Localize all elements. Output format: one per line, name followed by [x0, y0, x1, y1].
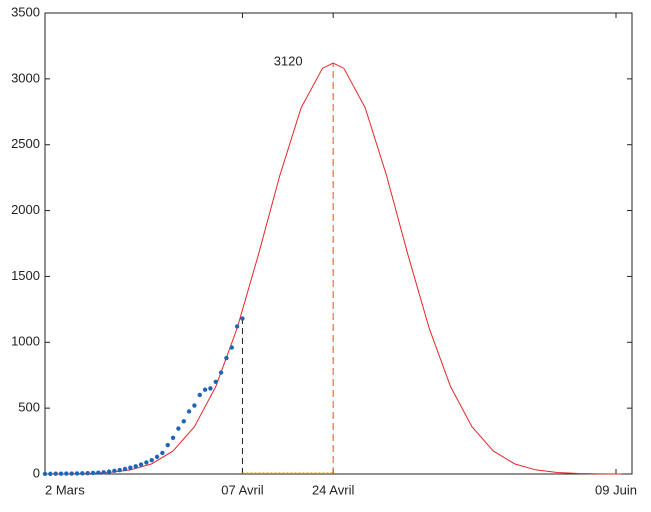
y-tick-label: 500 [18, 400, 40, 415]
data-point [90, 470, 96, 476]
data-point [144, 460, 149, 465]
data-point [224, 355, 229, 361]
data-point [58, 471, 64, 476]
x-tick-label: 2 Mars [45, 482, 85, 497]
data-point [122, 466, 128, 472]
data-point [192, 403, 197, 408]
data-point [69, 471, 74, 476]
data-point [101, 470, 106, 475]
y-tick-label: 1000 [11, 334, 40, 349]
data-point [149, 457, 154, 463]
data-point [240, 316, 245, 321]
data-point [202, 387, 208, 392]
data-point [186, 409, 192, 414]
y-tick-label: 2500 [11, 136, 40, 151]
data-point [85, 471, 90, 476]
data-point [234, 324, 240, 329]
data-point [74, 471, 80, 476]
data-point [154, 454, 160, 460]
data-point [176, 426, 181, 431]
data-point [128, 465, 133, 470]
curve [44, 62, 622, 475]
data-point [165, 442, 170, 448]
data-point [213, 379, 218, 384]
data-point [112, 468, 117, 474]
data-point [181, 419, 186, 424]
peak-label: 3120 [274, 53, 303, 68]
y-tick-label: 0 [33, 465, 40, 480]
data-point [229, 345, 234, 350]
data-point [48, 471, 53, 477]
data-point [197, 392, 202, 398]
data-point [138, 462, 144, 467]
x-tick-label: 24 Avril [312, 482, 355, 497]
x-tick-label: 07 Avril [221, 482, 264, 497]
data-point [106, 469, 112, 474]
data-point [218, 370, 224, 375]
data-point [64, 471, 69, 476]
data-point [42, 471, 48, 477]
y-tick-label: 1500 [11, 268, 40, 283]
y-tick-label: 3000 [11, 70, 40, 85]
data-point [53, 471, 58, 476]
data-point [170, 435, 176, 440]
data-point [117, 467, 122, 473]
x-tick-label: 09 Juin [595, 482, 637, 497]
data-point [160, 450, 165, 456]
data-point [96, 470, 101, 475]
y-tick-label: 2000 [11, 202, 40, 217]
plot-frame [44, 12, 633, 475]
data-point [208, 386, 213, 391]
data-point [133, 464, 138, 469]
y-tick-label: 3500 [11, 4, 40, 19]
data-point [80, 471, 85, 476]
